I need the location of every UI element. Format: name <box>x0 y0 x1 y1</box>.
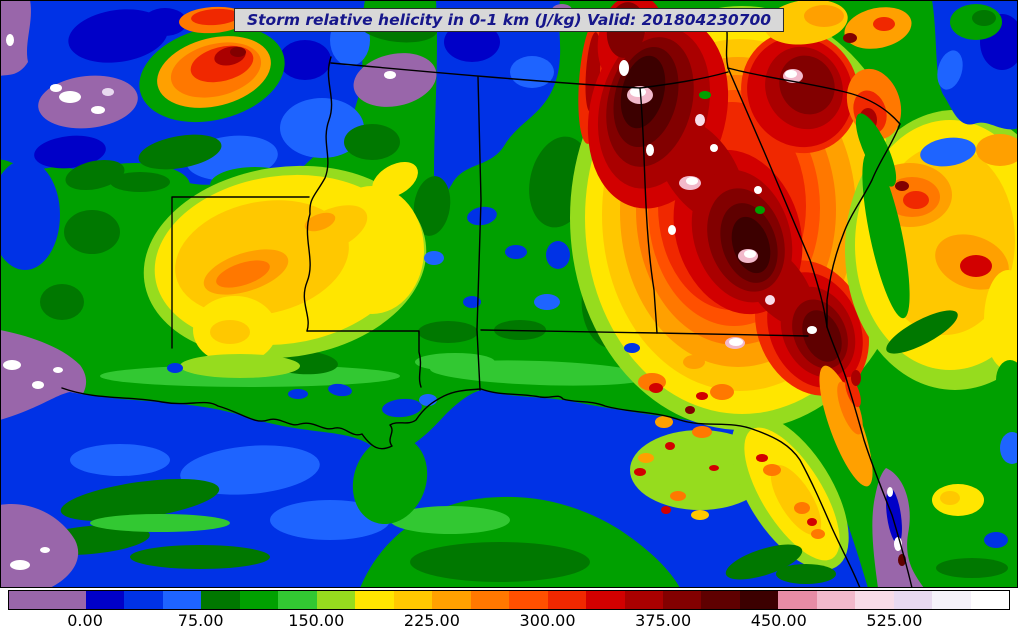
colorbar-segment <box>393 591 433 609</box>
coastline <box>61 123 913 589</box>
colorbar-segment <box>778 591 817 609</box>
colorbar-segment <box>509 591 548 609</box>
colorbar-segment <box>47 591 86 609</box>
colorbar-segment <box>432 591 471 609</box>
colorbar-tick-label: 450.00 <box>750 611 807 630</box>
helicity-map-svg <box>0 0 1018 589</box>
colorbar-segment <box>201 591 240 609</box>
colorbar-segment <box>547 591 587 609</box>
colorbar <box>8 590 1010 610</box>
colorbar-segment <box>739 591 779 609</box>
colorbar-tick-label: 300.00 <box>519 611 576 630</box>
colorbar-segment <box>970 591 1010 609</box>
map-title: Storm relative helicity in 0-1 km (J/kg)… <box>233 8 785 32</box>
colorbar-segment <box>124 591 163 609</box>
state-borders <box>171 21 901 391</box>
colorbar-segment <box>932 591 971 609</box>
colorbar-segment <box>816 591 856 609</box>
colorbar-tick-label: 0.00 <box>67 611 103 630</box>
colorbar-segment <box>624 591 663 609</box>
colorbar-segment <box>470 591 510 609</box>
colorbar-segment <box>855 591 894 609</box>
colorbar-segment <box>85 591 125 609</box>
colorbar-segment <box>9 591 48 609</box>
colorbar-segment <box>586 591 625 609</box>
colorbar-segment <box>278 591 317 609</box>
helicity-field <box>0 0 1018 588</box>
colorbar-tick-label: 525.00 <box>866 611 923 630</box>
colorbar-segment <box>701 591 740 609</box>
colorbar-segment <box>239 591 279 609</box>
colorbar-tick-label: 375.00 <box>635 611 692 630</box>
colorbar-segment <box>662 591 702 609</box>
colorbar-tick-label: 225.00 <box>403 611 460 630</box>
colorbar-segment <box>893 591 933 609</box>
helicity-map <box>0 0 1018 589</box>
colorbar-segment <box>162 591 202 609</box>
colorbar-tick-label: 75.00 <box>177 611 224 630</box>
colorbar-tick-label: 150.00 <box>288 611 345 630</box>
colorbar-segment <box>316 591 356 609</box>
colorbar-segment <box>355 591 394 609</box>
colorbar-ticks: 0.00 75.00 150.00 225.00 300.00 375.00 450.00 5… <box>8 611 1010 633</box>
